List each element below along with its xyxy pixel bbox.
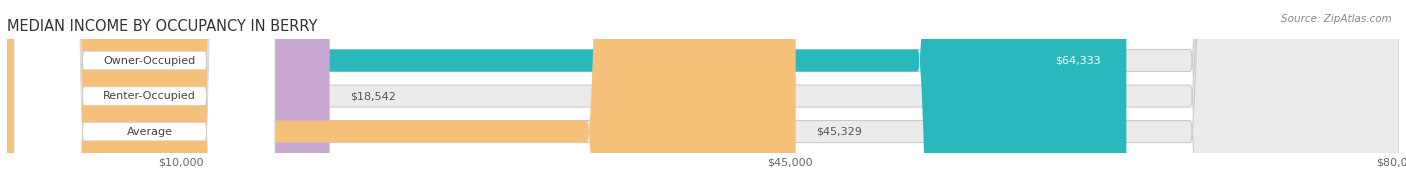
Text: $64,333: $64,333 [1054,55,1101,65]
FancyBboxPatch shape [7,0,1126,196]
FancyBboxPatch shape [14,0,276,196]
Text: MEDIAN INCOME BY OCCUPANCY IN BERRY: MEDIAN INCOME BY OCCUPANCY IN BERRY [7,19,318,34]
Text: $18,542: $18,542 [350,91,396,101]
Text: Source: ZipAtlas.com: Source: ZipAtlas.com [1281,14,1392,24]
Text: $45,329: $45,329 [817,127,862,137]
Text: Renter-Occupied: Renter-Occupied [103,91,197,101]
FancyBboxPatch shape [7,0,329,196]
FancyBboxPatch shape [14,0,276,196]
FancyBboxPatch shape [7,0,1399,196]
Text: Owner-Occupied: Owner-Occupied [104,55,195,65]
Text: Average: Average [127,127,173,137]
FancyBboxPatch shape [7,0,1399,196]
FancyBboxPatch shape [7,0,796,196]
FancyBboxPatch shape [14,0,276,196]
FancyBboxPatch shape [7,0,1399,196]
